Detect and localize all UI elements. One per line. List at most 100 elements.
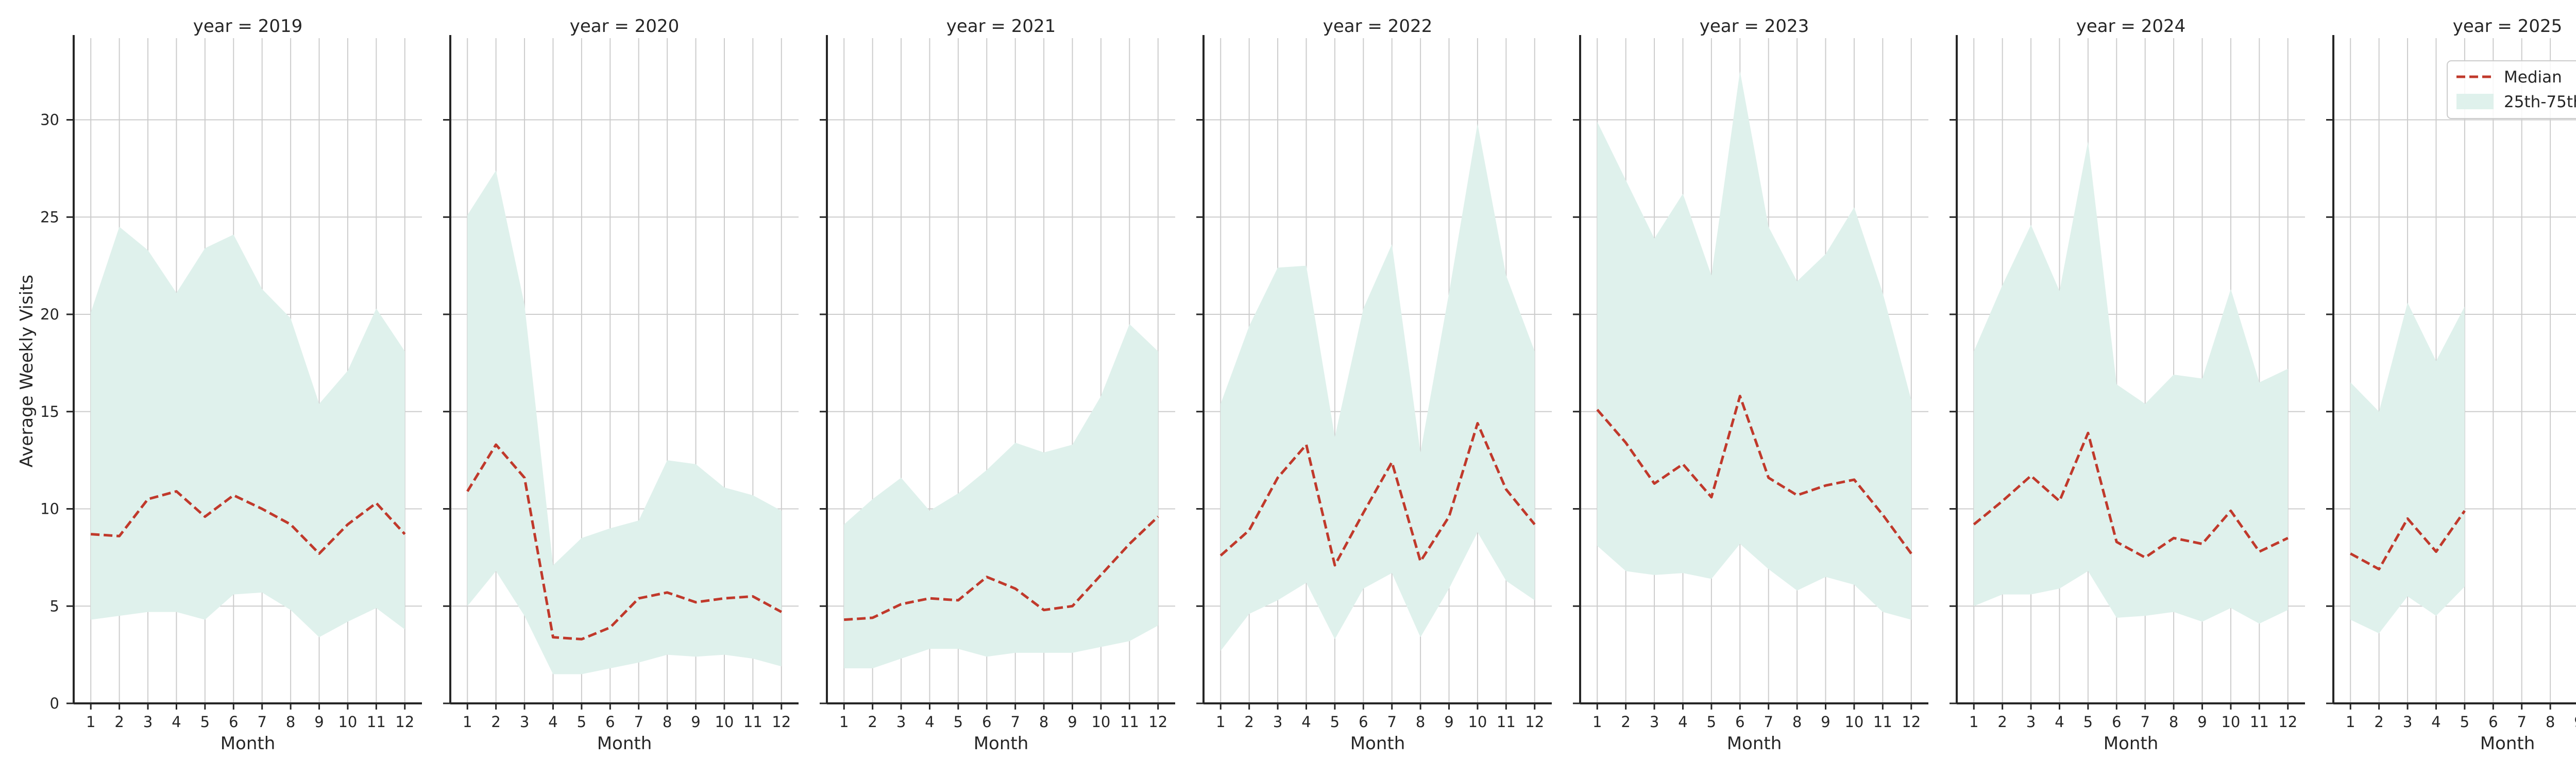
percentile-band: [844, 324, 1158, 669]
x-tick-label: 7: [2140, 713, 2149, 731]
x-tick-label: 11: [2250, 713, 2269, 731]
x-tick-label: 10: [1844, 713, 1863, 731]
x-tick-label: 7: [1764, 713, 1773, 731]
x-tick-label: 3: [1650, 713, 1659, 731]
x-tick-label: 5: [954, 713, 963, 731]
percentile-band: [91, 227, 405, 637]
x-tick-label: 6: [1359, 713, 1368, 731]
x-tick-label: 6: [2112, 713, 2121, 731]
x-tick-label: 12: [395, 713, 414, 731]
x-tick-label: 9: [1444, 713, 1453, 731]
x-tick-label: 5: [1707, 713, 1716, 731]
x-axis-title: Month: [2480, 733, 2535, 754]
x-axis-title: Month: [2104, 733, 2159, 754]
legend-band-swatch: [2456, 94, 2494, 109]
x-tick-label: 6: [605, 713, 615, 731]
percentile-band: [1974, 141, 2288, 624]
x-tick-label: 8: [1792, 713, 1802, 731]
x-tick-label: 4: [172, 713, 181, 731]
x-tick-label: 5: [2460, 713, 2469, 731]
legend: Median 25th-75th Percentile: [2447, 60, 2576, 119]
x-axis-title: Month: [221, 733, 276, 754]
x-tick-label: 9: [691, 713, 700, 731]
x-tick-label: 5: [2083, 713, 2093, 731]
panel-title: year = 2019: [193, 16, 302, 37]
x-tick-label: 4: [1301, 713, 1311, 731]
x-tick-label: 1: [86, 713, 95, 731]
median-line: [2350, 510, 2466, 571]
x-axis-title: Month: [1727, 733, 1782, 754]
x-tick-label: 4: [548, 713, 557, 731]
panel-title: year = 2020: [570, 16, 679, 37]
x-axis-title: Month: [1350, 733, 1405, 754]
x-tick-label: 5: [1330, 713, 1340, 731]
x-tick-label: 12: [1902, 713, 1921, 731]
x-tick-label: 12: [772, 713, 791, 731]
x-tick-label: 1: [1216, 713, 1225, 731]
x-tick-label: 9: [1821, 713, 1830, 731]
percentile-band: [1597, 71, 1911, 620]
y-tick-label: 20: [40, 306, 59, 323]
median-line: [466, 443, 782, 641]
median-line: [1596, 395, 1912, 554]
x-tick-label: 7: [1010, 713, 1020, 731]
x-tick-label: 4: [1678, 713, 1687, 731]
x-tick-label: 11: [367, 713, 386, 731]
x-tick-label: 7: [1387, 713, 1396, 731]
legend-label-median: Median: [2504, 68, 2562, 87]
median-line: [1219, 422, 1536, 567]
x-tick-label: 7: [257, 713, 266, 731]
x-tick-label: 3: [520, 713, 529, 731]
x-tick-label: 3: [143, 713, 152, 731]
y-axis-title: Average Weekly Visits: [16, 275, 37, 467]
x-tick-label: 1: [839, 713, 849, 731]
x-tick-label: 11: [1120, 713, 1139, 731]
x-tick-label: 10: [338, 713, 357, 731]
x-tick-label: 1: [1592, 713, 1602, 731]
x-tick-label: 8: [2169, 713, 2178, 731]
y-tick-label: 0: [50, 695, 59, 712]
x-tick-label: 12: [1525, 713, 1544, 731]
x-tick-label: 10: [1468, 713, 1487, 731]
x-tick-label: 8: [1416, 713, 1425, 731]
x-tick-label: 4: [925, 713, 934, 731]
x-tick-label: 6: [1735, 713, 1744, 731]
x-tick-label: 11: [743, 713, 762, 731]
x-tick-label: 1: [1969, 713, 1978, 731]
x-tick-label: 1: [2346, 713, 2355, 731]
panel-title: year = 2022: [1323, 16, 1432, 37]
x-tick-label: 6: [229, 713, 238, 731]
x-tick-label: 1: [463, 713, 472, 731]
x-tick-label: 4: [2055, 713, 2064, 731]
x-tick-label: 2: [1997, 713, 2007, 731]
y-tick-label: 30: [40, 111, 59, 129]
x-tick-label: 7: [2517, 713, 2526, 731]
x-tick-label: 9: [1067, 713, 1077, 731]
percentile-band: [467, 170, 782, 675]
x-tick-label: 2: [114, 713, 124, 731]
x-tick-label: 3: [896, 713, 906, 731]
x-tick-label: 8: [1039, 713, 1048, 731]
y-tick-label: 5: [50, 597, 59, 615]
y-tick-label: 10: [40, 500, 59, 518]
x-tick-label: 6: [982, 713, 991, 731]
x-axis-title: Month: [597, 733, 652, 754]
x-tick-label: 8: [663, 713, 672, 731]
median-line: [844, 515, 1159, 621]
x-tick-label: 2: [1244, 713, 1253, 731]
x-tick-label: 10: [715, 713, 734, 731]
x-tick-label: 5: [200, 713, 210, 731]
x-tick-label: 5: [577, 713, 586, 731]
percentile-band: [2350, 302, 2465, 634]
x-tick-label: 12: [1148, 713, 1167, 731]
x-tick-label: 9: [2197, 713, 2207, 731]
y-tick-label: 15: [40, 403, 59, 420]
